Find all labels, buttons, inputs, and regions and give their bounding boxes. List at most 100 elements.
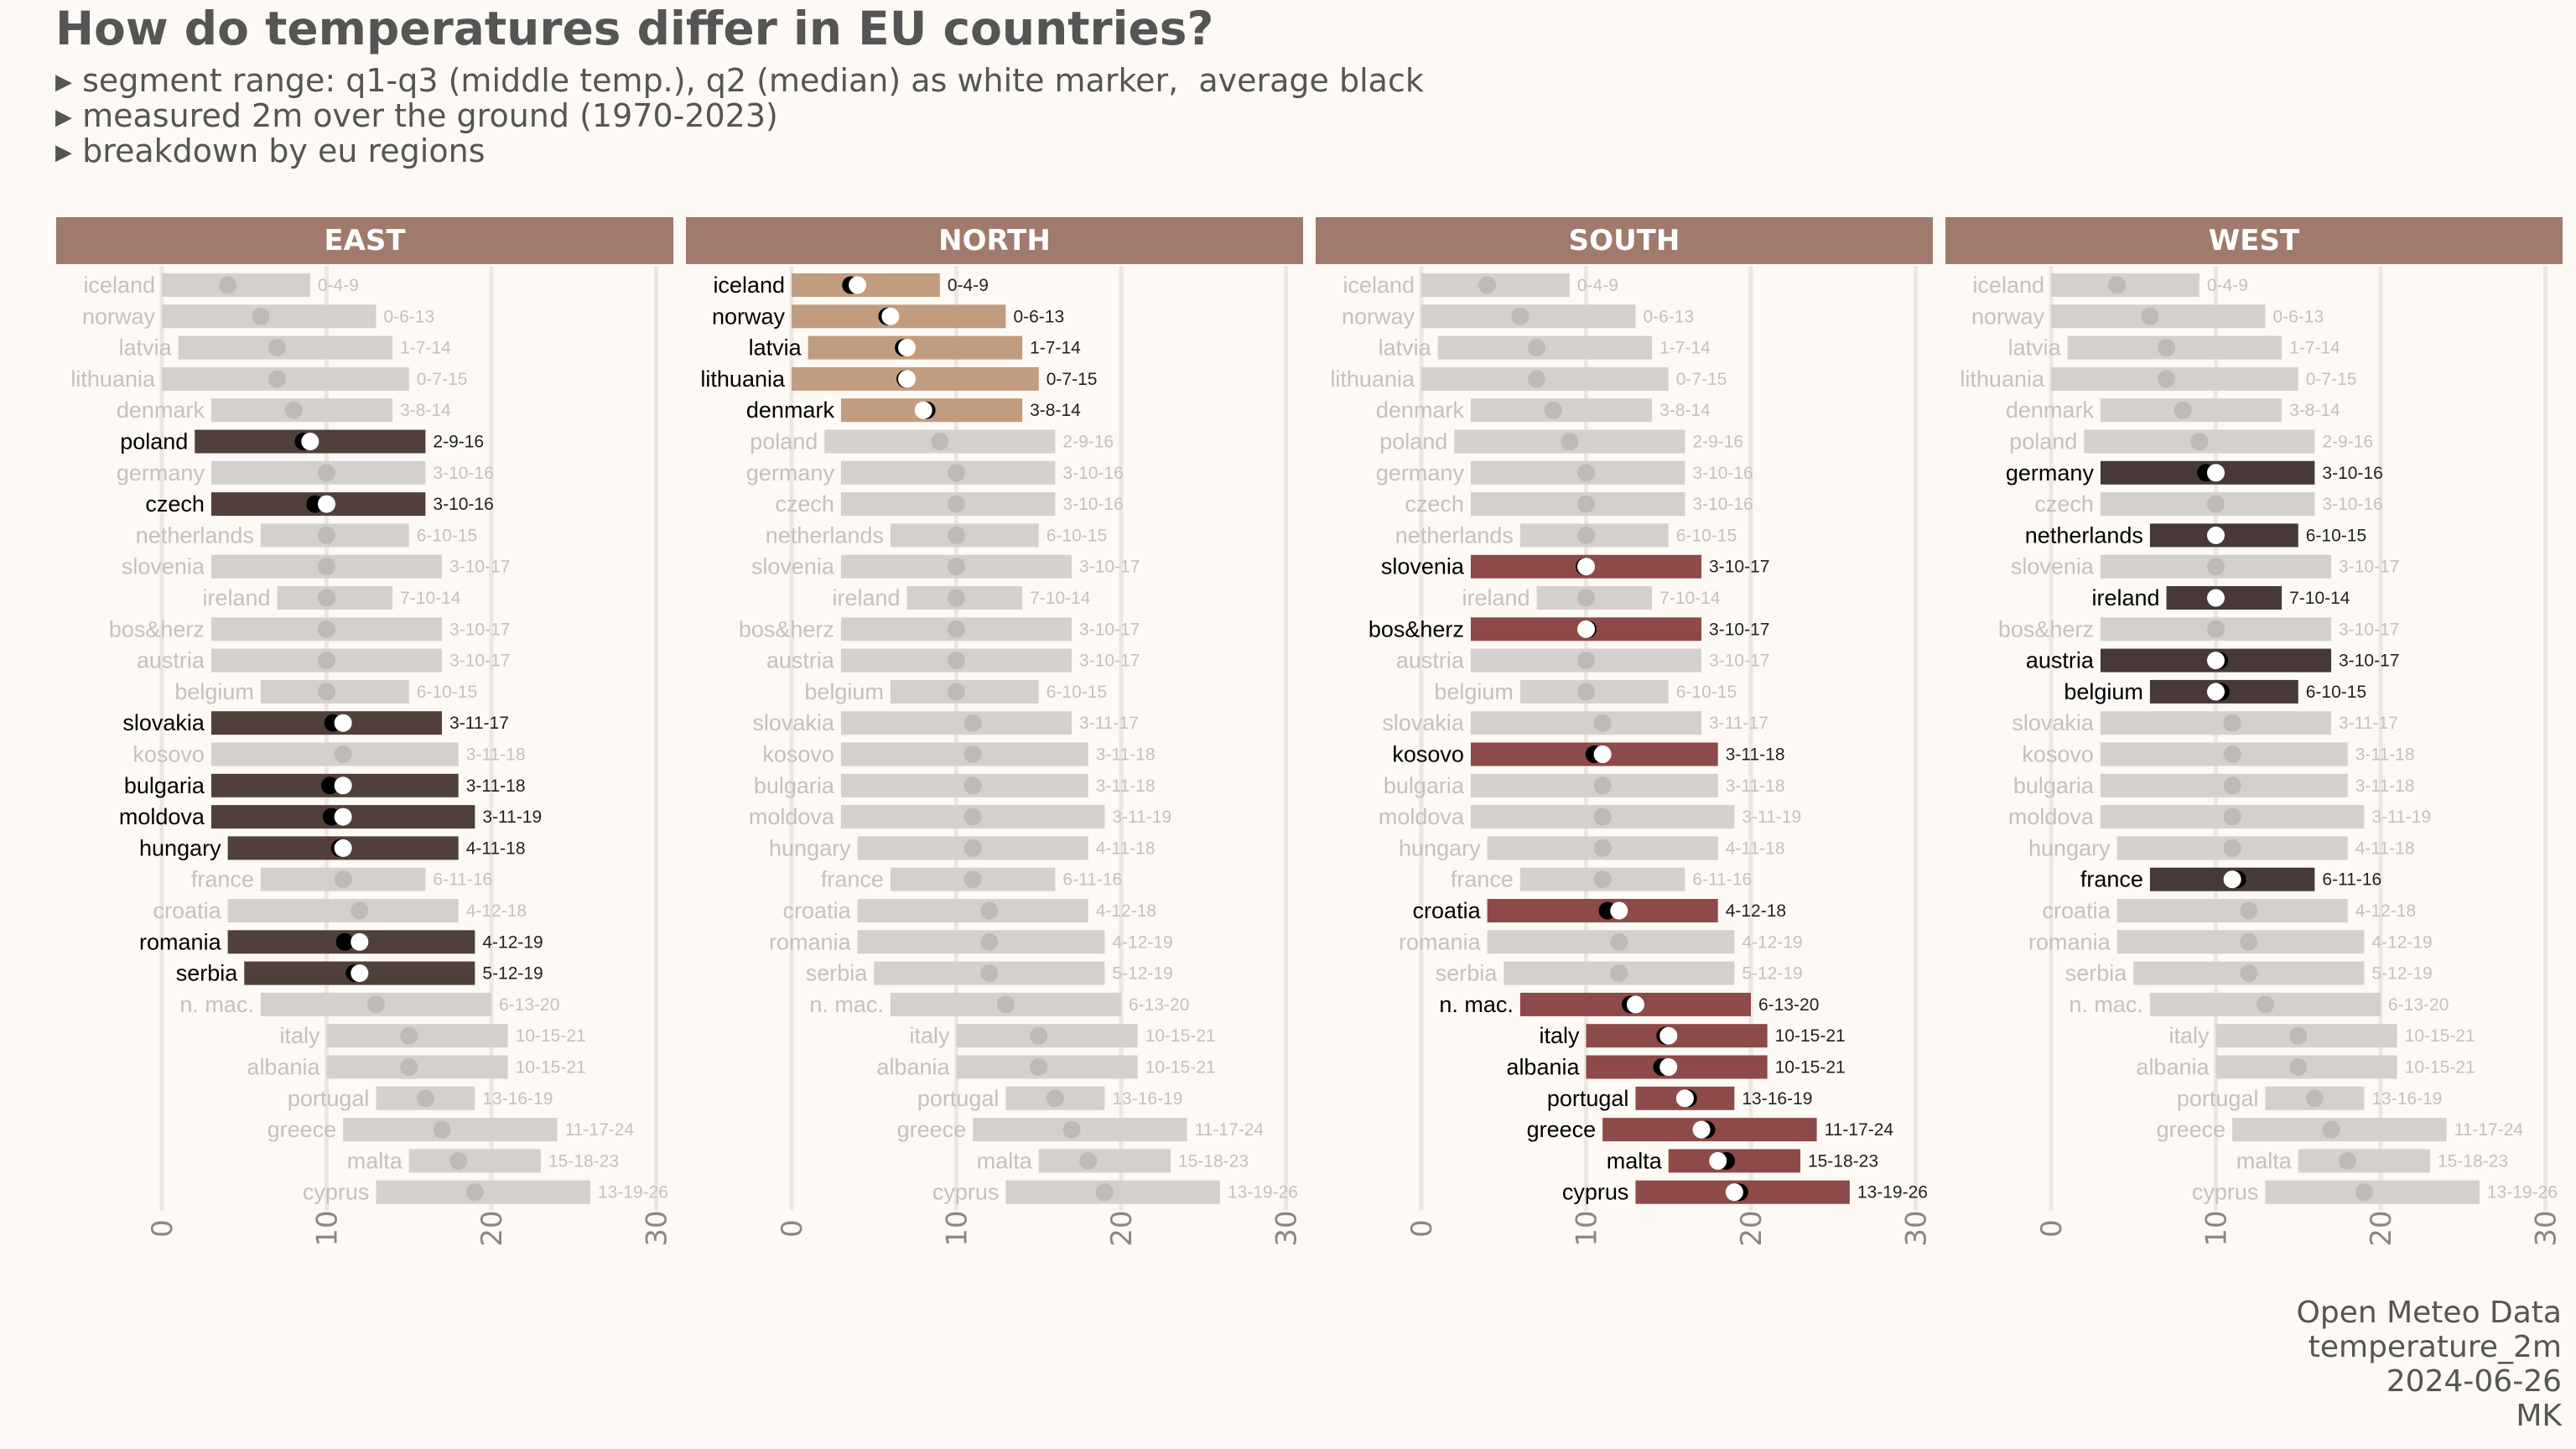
iqr-bar xyxy=(2298,1149,2430,1173)
iqr-bar xyxy=(227,899,459,922)
median-marker xyxy=(2207,464,2225,482)
range-label: 3-10-16 xyxy=(433,495,493,514)
range-label: 7-10-14 xyxy=(2289,589,2350,608)
range-label: 6-13-20 xyxy=(1758,995,1819,1015)
median-marker xyxy=(400,1058,418,1076)
median-marker xyxy=(1659,1026,1678,1045)
median-marker xyxy=(1577,652,1595,670)
median-marker xyxy=(1030,1058,1048,1076)
range-label: 3-8-14 xyxy=(2289,401,2340,420)
median-marker xyxy=(1528,370,1546,388)
country-label: malta xyxy=(977,1148,1033,1173)
median-marker xyxy=(334,870,352,889)
country-label: lithuania xyxy=(70,366,156,392)
range-label: 0-7-15 xyxy=(2306,370,2357,389)
median-marker xyxy=(963,839,982,857)
x-tick-label: 0 xyxy=(776,1219,809,1238)
country-label: iceland xyxy=(83,273,155,298)
median-marker xyxy=(1079,1151,1098,1170)
median-marker xyxy=(948,526,965,544)
range-label: 3-11-18 xyxy=(1096,776,1156,796)
country-label: france xyxy=(191,867,254,892)
median-marker xyxy=(1659,1058,1678,1076)
country-label: italy xyxy=(909,1023,950,1048)
range-label: 4-12-18 xyxy=(2355,901,2416,921)
country-label: kosovo xyxy=(762,742,834,767)
median-marker xyxy=(849,276,867,294)
country-label: denmark xyxy=(2006,397,2095,423)
country-label: bulgaria xyxy=(1384,773,1465,798)
range-label: 15-18-23 xyxy=(1178,1151,1249,1171)
range-label: 3-10-16 xyxy=(2322,464,2382,483)
country-label: cyprus xyxy=(932,1180,1000,1205)
range-label: 3-10-17 xyxy=(449,558,510,577)
median-marker xyxy=(980,932,999,951)
range-label: 3-10-16 xyxy=(1062,495,1123,514)
caption-variable: temperature_2m xyxy=(2308,1330,2562,1364)
subtitle-line: ▶ segment range: q1-q3 (middle temp.), q… xyxy=(55,64,1424,99)
median-marker xyxy=(2190,433,2209,450)
median-marker xyxy=(2207,495,2225,513)
country-label: cyprus xyxy=(2192,1180,2259,1205)
country-label: moldova xyxy=(749,804,835,829)
country-label: croatia xyxy=(153,898,222,923)
country-label: hungary xyxy=(2028,835,2111,860)
median-marker xyxy=(1062,1120,1081,1139)
range-label: 4-12-19 xyxy=(482,932,543,952)
range-label: 10-15-21 xyxy=(1775,1026,1846,1046)
median-marker xyxy=(2223,714,2241,732)
range-label: 11-17-24 xyxy=(565,1120,635,1140)
median-marker xyxy=(2355,1183,2373,1202)
range-label: 7-10-14 xyxy=(1030,589,1091,608)
range-label: 3-11-19 xyxy=(1112,808,1171,827)
country-label: norway xyxy=(82,304,156,329)
median-marker xyxy=(2158,339,2176,357)
median-marker xyxy=(351,901,369,920)
country-label: czech xyxy=(2034,491,2094,517)
range-label: 6-13-20 xyxy=(499,995,559,1015)
median-marker xyxy=(2322,1120,2340,1139)
country-label: austria xyxy=(766,648,835,673)
median-marker xyxy=(2174,401,2192,419)
x-tick-label: 20 xyxy=(1105,1210,1139,1246)
median-marker xyxy=(1528,339,1546,357)
country-label: germany xyxy=(117,460,205,486)
median-marker xyxy=(1046,1089,1064,1108)
country-label: germany xyxy=(746,460,835,486)
median-marker xyxy=(948,558,965,576)
range-label: 3-11-17 xyxy=(2339,714,2398,733)
range-label: 3-10-17 xyxy=(2339,620,2399,639)
country-label: norway xyxy=(1342,304,1415,329)
range-label: 3-11-19 xyxy=(482,808,542,827)
subtitle-text: segment range: q1-q3 (middle temp.), q2 … xyxy=(82,62,1424,99)
median-marker xyxy=(334,808,352,826)
range-label: 1-7-14 xyxy=(1659,339,1711,358)
caption-date: 2024-06-26 xyxy=(2386,1364,2562,1399)
country-label: moldova xyxy=(1379,804,1465,829)
range-label: 3-10-16 xyxy=(433,464,493,483)
country-label: poland xyxy=(750,429,818,454)
range-label: 2-9-16 xyxy=(433,433,484,452)
iqr-bar xyxy=(2100,711,2332,735)
range-label: 3-10-16 xyxy=(1692,464,1753,483)
range-label: 4-12-18 xyxy=(1096,901,1156,921)
country-label: netherlands xyxy=(136,522,254,548)
range-label: 3-10-17 xyxy=(1079,558,1140,577)
range-label: 5-12-19 xyxy=(482,964,543,984)
range-label: 13-19-26 xyxy=(1857,1183,1928,1202)
country-label: ireland xyxy=(2091,585,2159,610)
median-marker xyxy=(2207,526,2225,544)
x-tick-label: 10 xyxy=(1571,1210,1604,1246)
median-marker xyxy=(433,1120,451,1139)
median-marker xyxy=(1577,683,1595,701)
range-label: 3-11-17 xyxy=(1709,714,1768,733)
median-marker xyxy=(1030,1026,1048,1045)
median-marker xyxy=(2207,652,2225,670)
median-marker xyxy=(2108,276,2127,294)
median-marker xyxy=(318,526,335,544)
country-label: romania xyxy=(769,929,852,954)
median-marker xyxy=(284,401,303,419)
range-label: 3-11-18 xyxy=(1726,776,1785,796)
country-label: belgium xyxy=(1434,679,1514,704)
country-label: belgium xyxy=(804,679,884,704)
